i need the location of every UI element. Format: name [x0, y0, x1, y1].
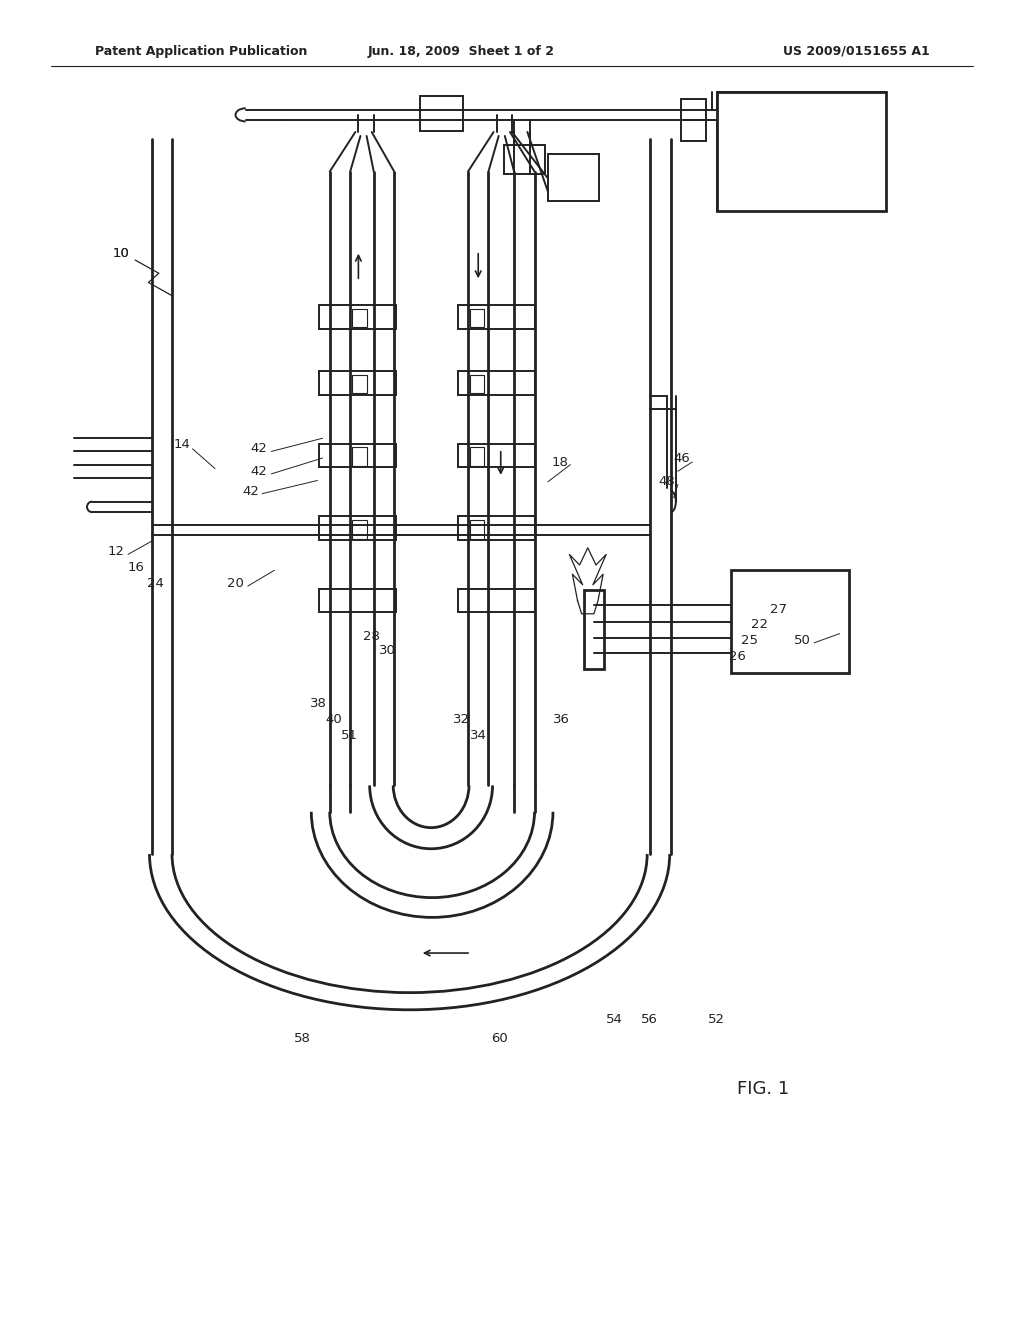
Text: 50: 50	[795, 634, 811, 647]
Text: 51: 51	[341, 729, 357, 742]
Bar	[352, 520, 367, 539]
Bar	[458, 516, 535, 540]
Text: Patent Application Publication: Patent Application Publication	[95, 45, 307, 58]
Bar	[731, 570, 849, 673]
Bar	[458, 305, 535, 329]
Text: 42: 42	[243, 484, 259, 498]
Bar	[319, 589, 396, 612]
Text: 10: 10	[113, 247, 129, 260]
Bar	[352, 309, 367, 327]
Text: 54: 54	[606, 1012, 623, 1026]
Text: 38: 38	[310, 697, 327, 710]
Bar	[548, 154, 599, 201]
Text: 24: 24	[147, 577, 164, 590]
Bar	[458, 589, 535, 612]
Text: 42: 42	[251, 442, 267, 455]
Text: US 2009/0151655 A1: US 2009/0151655 A1	[783, 45, 930, 58]
Bar	[470, 520, 484, 539]
Bar	[681, 99, 706, 141]
Bar	[470, 447, 484, 466]
Text: 32: 32	[454, 713, 470, 726]
Bar	[458, 444, 535, 467]
Text: 60: 60	[492, 1032, 508, 1045]
Text: 10: 10	[113, 247, 129, 260]
Bar	[470, 309, 484, 327]
Bar	[352, 375, 367, 393]
Bar	[458, 371, 535, 395]
Text: 34: 34	[470, 729, 486, 742]
Text: 14: 14	[174, 438, 190, 451]
Bar	[717, 92, 886, 211]
Bar	[352, 447, 367, 466]
Bar	[319, 444, 396, 467]
Text: 16: 16	[128, 561, 144, 574]
Bar	[319, 516, 396, 540]
Text: FIG. 1: FIG. 1	[737, 1080, 790, 1098]
Text: 46: 46	[674, 451, 690, 465]
Text: 26: 26	[729, 649, 745, 663]
Text: 25: 25	[741, 634, 758, 647]
Text: 36: 36	[553, 713, 569, 726]
Bar	[319, 371, 396, 395]
Text: 27: 27	[770, 603, 786, 616]
Bar	[420, 96, 463, 131]
Text: 48: 48	[658, 475, 675, 488]
Text: 20: 20	[227, 577, 244, 590]
Text: 22: 22	[752, 618, 768, 631]
Text: 30: 30	[379, 644, 395, 657]
Text: 40: 40	[326, 713, 342, 726]
Text: 12: 12	[108, 545, 124, 558]
Text: Jun. 18, 2009  Sheet 1 of 2: Jun. 18, 2009 Sheet 1 of 2	[368, 45, 554, 58]
Text: 58: 58	[294, 1032, 310, 1045]
Text: 42: 42	[251, 465, 267, 478]
Text: 56: 56	[641, 1012, 657, 1026]
Bar	[584, 590, 604, 669]
Text: 18: 18	[552, 455, 568, 469]
Bar	[504, 145, 545, 174]
Text: 28: 28	[364, 630, 380, 643]
Bar	[319, 305, 396, 329]
Bar	[470, 375, 484, 393]
Text: 52: 52	[709, 1012, 725, 1026]
